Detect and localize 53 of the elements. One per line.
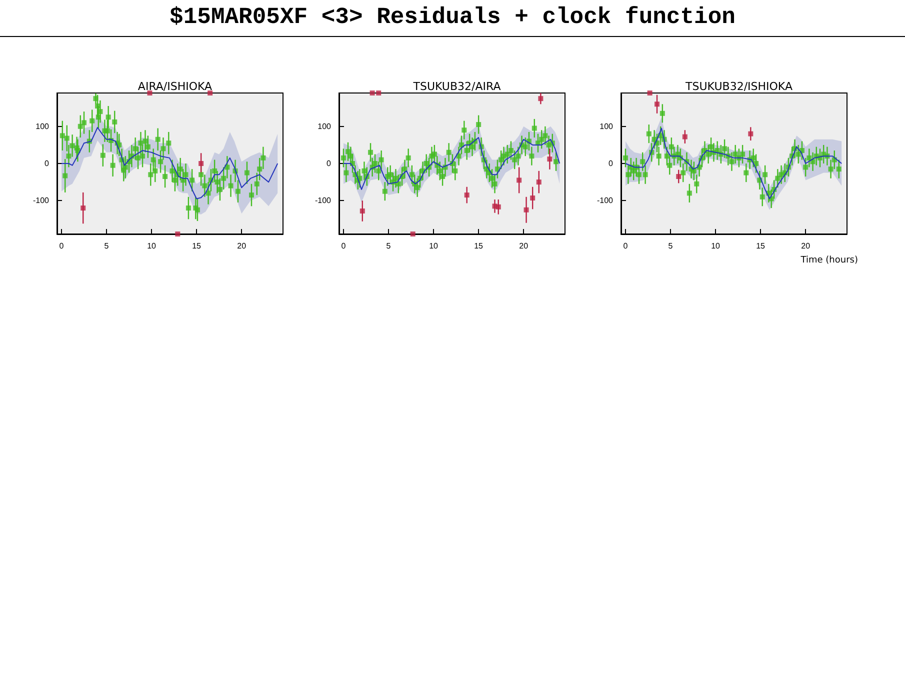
point: [748, 131, 754, 136]
y-tick-label: 100: [600, 122, 614, 131]
x-axis-title: Time (hours): [800, 256, 858, 266]
chart-title: TSUKUB32/AIRA: [412, 80, 502, 93]
point: [496, 204, 501, 210]
point: [410, 232, 416, 236]
x-tick-label: 10: [429, 242, 439, 250]
y-tick-label: 0: [608, 159, 614, 168]
point: [175, 232, 180, 236]
y-tick-label: 0: [44, 159, 50, 168]
y-tick-label: -100: [32, 196, 50, 206]
point: [208, 90, 213, 96]
x-tick-label: 20: [801, 242, 811, 250]
x-tick-label: 5: [668, 242, 674, 250]
y-tick-label: -100: [596, 196, 614, 206]
y-tick-label: 100: [36, 122, 50, 131]
point: [147, 90, 152, 96]
text: $15MAR05XF <3> Residuals + clock function: [168, 4, 736, 30]
point: [654, 102, 660, 107]
point: [538, 96, 544, 102]
y-tick-label: 0: [326, 159, 332, 168]
point: [530, 196, 536, 201]
point: [536, 180, 542, 185]
point: [198, 161, 204, 166]
x-tick-label: 15: [474, 242, 484, 250]
point: [464, 192, 470, 198]
x-tick-label: 10: [711, 242, 721, 250]
x-tick-label: 20: [519, 242, 529, 250]
point: [80, 206, 86, 211]
x-tick-label: 5: [386, 242, 392, 250]
point: [376, 90, 382, 96]
chart-title: AIRA/ISHIOKA: [138, 80, 213, 93]
x-tick-label: 0: [59, 242, 64, 250]
line-series: [61, 127, 278, 200]
point: [360, 208, 365, 214]
point: [524, 207, 529, 212]
point: [682, 134, 688, 140]
point: [547, 156, 552, 162]
x-tick-label: 10: [147, 242, 157, 250]
x-tick-label: 5: [104, 242, 110, 250]
y-tick-label: 100: [318, 122, 332, 131]
point: [370, 90, 375, 96]
line-series: [343, 137, 560, 190]
x-tick-label: 20: [237, 242, 247, 250]
point: [676, 174, 682, 179]
y-tick-label: -100: [314, 196, 332, 206]
x-tick-label: 0: [341, 242, 346, 250]
x-tick-label: 15: [192, 242, 202, 250]
point: [647, 90, 652, 96]
x-tick-label: 0: [623, 242, 628, 250]
chart-title: TSUKUB32/ISHIOKA: [684, 80, 793, 93]
point: [516, 178, 522, 183]
x-tick-label: 15: [756, 242, 766, 250]
